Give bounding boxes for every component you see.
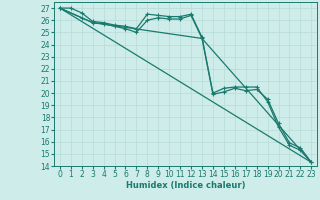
X-axis label: Humidex (Indice chaleur): Humidex (Indice chaleur): [126, 181, 245, 190]
